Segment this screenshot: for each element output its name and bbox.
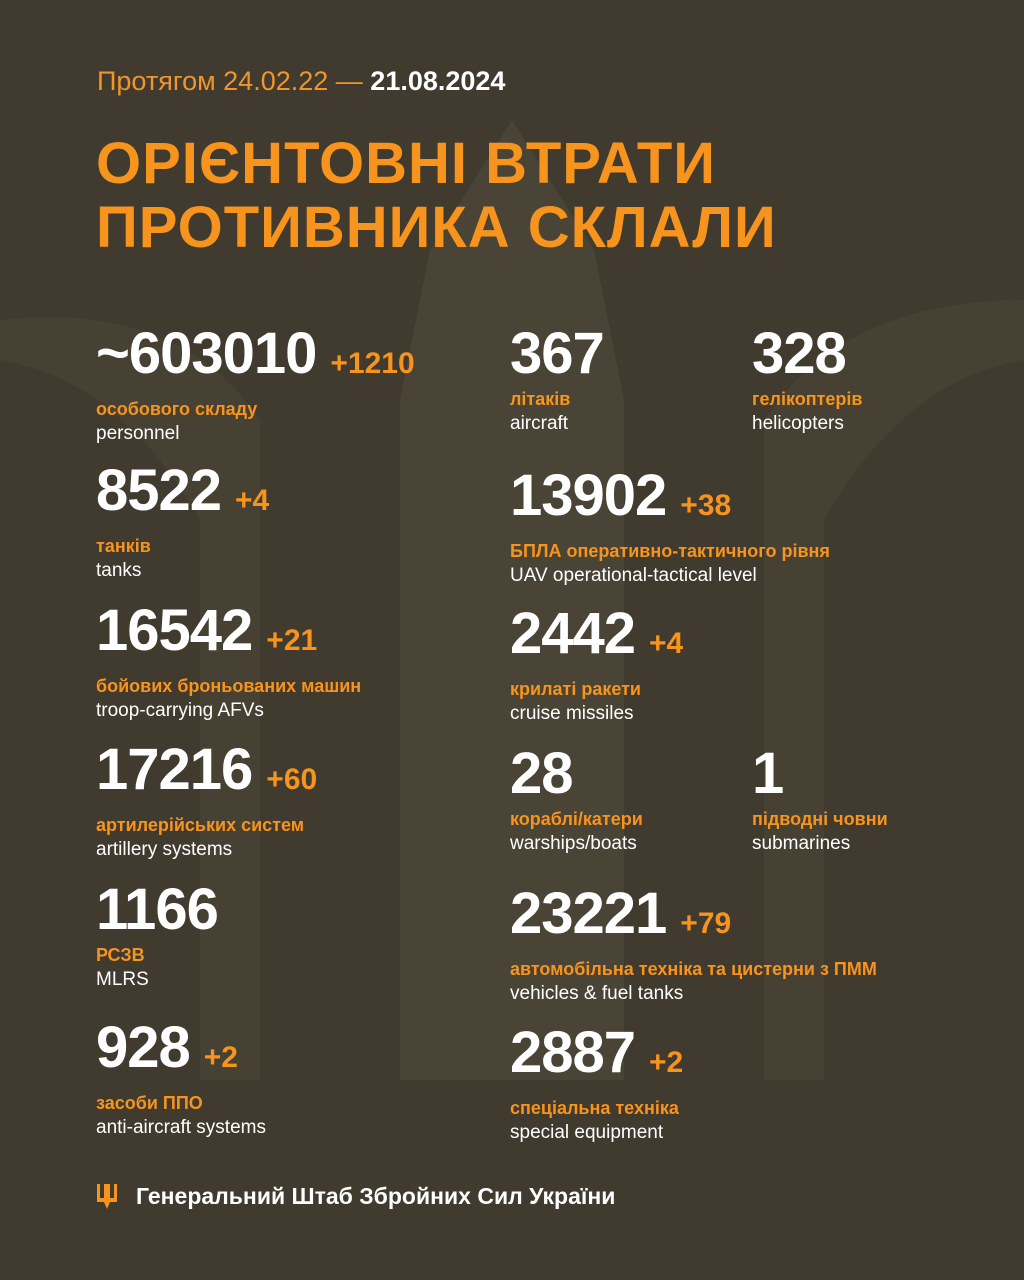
stat-artillery: 17216 +60 артилерійських систем artillery s… (96, 737, 318, 861)
stat-tanks: 8522 +4 танків tanks (96, 458, 270, 582)
stat-cruise-missiles: 2442 +4 крилаті ракети cruise missiles (510, 601, 684, 725)
footer: Генеральний Штаб Збройних Сил України (96, 1182, 615, 1210)
stat-uav: 13902 +38 БПЛА оперативно-тактичного рівня… (510, 463, 830, 587)
period: Протягом 24.02.22 — 21.08.2024 (97, 66, 506, 96)
stat-special-equipment: 2887 +2 спеціальна техніка special equipmen… (510, 1020, 684, 1144)
footer-text: Генеральний Штаб Збройних Сил України (136, 1182, 616, 1209)
stat-helicopters: 328 гелікоптерів helicopters (752, 321, 863, 435)
stat-afv: 16542 +21 бойових броньованих машин troop-c… (96, 598, 362, 722)
stat-personnel: ~603010 +1210 особового складу personnel (96, 321, 415, 445)
stat-anti-aircraft: 928 +2 засоби ППО anti-aircraft systems (96, 1015, 266, 1139)
stat-aircraft: 367 літаків aircraft (510, 321, 605, 435)
stat-warships: 28 кораблі/катери warships/boats (510, 741, 643, 855)
stat-mlrs: 1166 РСЗВ MLRS (96, 877, 219, 991)
stat-submarines: 1 підводні човни submarines (752, 741, 888, 855)
trident-icon (97, 1184, 117, 1209)
stat-vehicles: 23221 +79 автомобільна техніка та цистерни… (510, 881, 877, 1005)
page-title: ОРІЄНТОВНІ ВТРАТИ ПРОТИВНИКА СКЛАЛИ (96, 131, 777, 260)
